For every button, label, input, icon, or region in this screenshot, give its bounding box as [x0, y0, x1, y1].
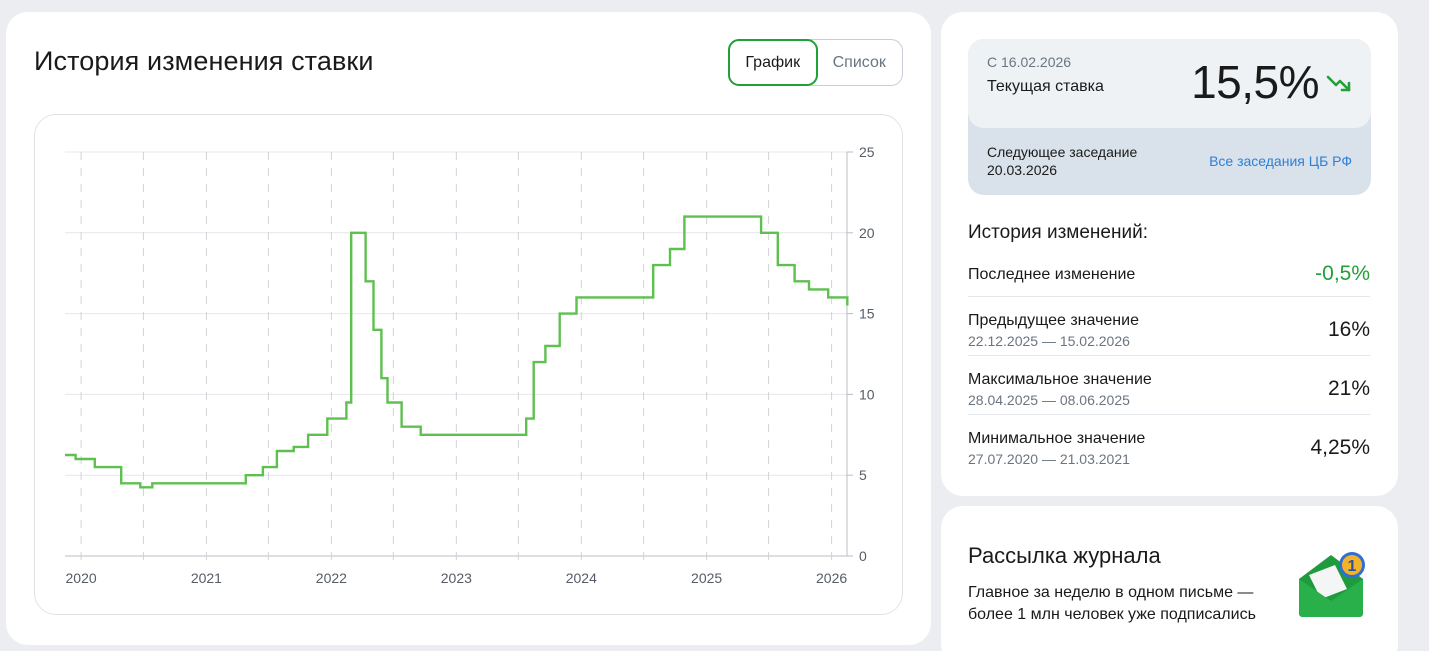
change-value: 16% — [1327, 318, 1370, 341]
change-row-min: Минимальное значение 27.07.2020 — 21.03.… — [968, 415, 1370, 474]
x-tick-label: 2023 — [441, 570, 472, 586]
y-tick-label: 0 — [859, 548, 867, 564]
all-meetings-link[interactable]: Все заседания ЦБ РФ — [1209, 153, 1352, 169]
badge-count: 1 — [1348, 558, 1357, 575]
current-rate-card: С 16.02.2026 Текущая ставка 15,5% Следую… — [941, 12, 1398, 496]
change-row-previous: Предыдущее значение 22.12.2025 — 15.02.2… — [968, 297, 1370, 356]
rate-since-date: С 16.02.2026 — [987, 54, 1072, 70]
x-tick-label: 2020 — [66, 570, 97, 586]
x-tick-label: 2022 — [316, 570, 347, 586]
change-range: 27.07.2020 — 21.03.2021 — [968, 451, 1130, 467]
change-value: 21% — [1327, 377, 1370, 400]
x-tick-label: 2025 — [691, 570, 722, 586]
change-value: -0,5% — [1315, 262, 1370, 285]
y-tick-label: 20 — [859, 225, 875, 241]
changes-title: История изменений: — [968, 222, 1148, 243]
y-tick-label: 15 — [859, 306, 875, 322]
x-tick-label: 2021 — [191, 570, 222, 586]
y-tick-label: 5 — [859, 467, 867, 483]
view-toggle: График Список — [728, 39, 903, 86]
rate-chart: 0 5 10 15 20 25 2020 2021 2022 2023 2024 2025 2026 — [34, 114, 903, 615]
y-tick-label: 10 — [859, 386, 875, 402]
newsletter-title: Рассылка журнала — [968, 543, 1161, 568]
rate-value: 15,5% — [1191, 56, 1319, 108]
rate-history-card: История изменения ставки График Список 0… — [6, 12, 931, 645]
tab-list[interactable]: Список — [832, 53, 886, 71]
current-rate-panel: С 16.02.2026 Текущая ставка 15,5% Следую… — [968, 39, 1371, 195]
change-range: 28.04.2025 — 08.06.2025 — [968, 392, 1130, 408]
page-title: История изменения ставки — [34, 46, 374, 76]
change-label: Минимальное значение — [968, 430, 1146, 447]
trend-down-icon — [1326, 75, 1351, 92]
change-label: Предыдущее значение — [968, 312, 1139, 329]
rate-series-line — [65, 215, 849, 489]
current-rate-header: С 16.02.2026 Текущая ставка 15,5% — [968, 39, 1371, 128]
change-range: 22.12.2025 — 15.02.2026 — [968, 333, 1130, 349]
rate-label: Текущая ставка — [987, 78, 1104, 95]
change-label: Последнее изменение — [968, 266, 1136, 283]
change-row-last: Последнее изменение -0,5% — [968, 258, 1370, 297]
newsletter-text: Главное за неделю в одном письме — более… — [968, 584, 1256, 623]
next-meeting-date: 20.03.2026 — [987, 162, 1058, 178]
envelope-icon: 1 — [1299, 552, 1365, 617]
newsletter-card[interactable]: Рассылка журнала Главное за неделю в одн… — [941, 506, 1398, 651]
x-tick-label: 2026 — [816, 570, 847, 586]
y-tick-label: 25 — [859, 144, 875, 160]
tab-chart[interactable]: График — [728, 39, 818, 86]
next-meeting-label: Следующее заседание — [987, 144, 1138, 160]
x-tick-label: 2024 — [566, 570, 597, 586]
change-label: Максимальное значение — [968, 371, 1152, 388]
change-value: 4,25% — [1310, 436, 1370, 459]
change-row-max: Максимальное значение 28.04.2025 — 08.06… — [968, 356, 1370, 415]
